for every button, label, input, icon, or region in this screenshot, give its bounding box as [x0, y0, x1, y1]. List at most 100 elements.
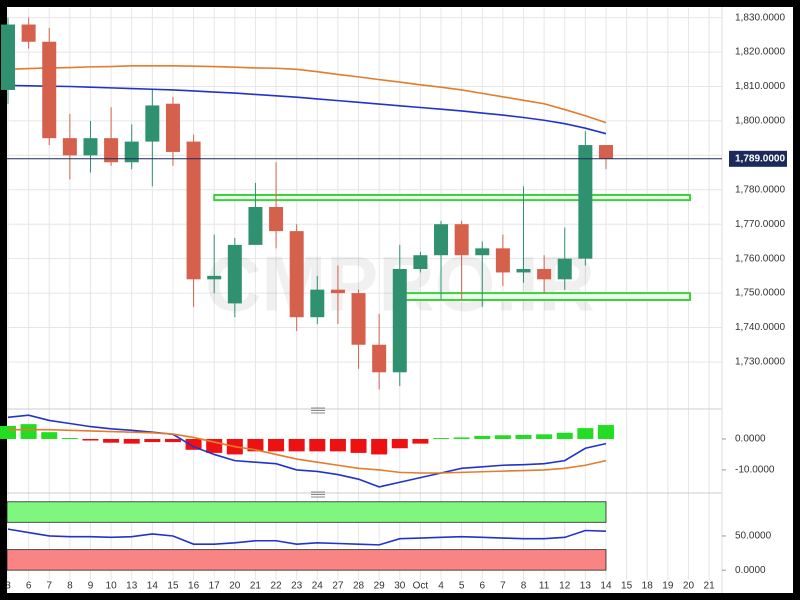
x-tick-label: 15 [167, 581, 179, 592]
x-tick-label: 6 [479, 581, 485, 592]
histogram-bar [371, 438, 388, 455]
candle-body [413, 255, 428, 269]
x-tick-label: 17 [209, 581, 221, 592]
candle-body [598, 145, 613, 159]
candle-body [392, 268, 407, 373]
indicator-line [7, 414, 607, 488]
y-tick-label: 1,830.0000 [735, 12, 785, 23]
candle-body [1, 24, 15, 90]
y-tick-label: -10.0000 [735, 465, 775, 476]
x-tick-label: 16 [188, 581, 200, 592]
x-tick-label: 15 [621, 581, 633, 592]
histogram-bar [41, 432, 58, 439]
rsi-band [6, 501, 607, 523]
indicator-line [8, 428, 607, 474]
x-tick-label: 30 [394, 581, 406, 592]
y-tick-label: 1,820.0000 [735, 47, 785, 58]
x-tick-label: 21 [704, 581, 716, 592]
y-tick-label: 1,740.0000 [735, 322, 785, 333]
histogram-bar [577, 428, 594, 439]
candle-body [578, 145, 593, 259]
candle-body [372, 344, 387, 373]
x-tick-label: 23 [291, 581, 303, 592]
y-tick-label: 1,750.0000 [735, 288, 785, 299]
x-tick-label: 7 [46, 581, 52, 592]
x-tick-label: Oct [413, 581, 429, 592]
histogram-bar [494, 435, 511, 439]
histogram-bar [391, 438, 408, 449]
candle-body [21, 24, 36, 42]
histogram-bar [474, 435, 491, 439]
histogram-bar [350, 438, 367, 453]
histogram-bar [536, 434, 553, 439]
candle-body [207, 275, 222, 280]
indicator-line [7, 84, 607, 135]
y-tick-label: 1,780.0000 [735, 184, 785, 195]
x-tick-label: 20 [229, 581, 241, 592]
candle-body [475, 248, 490, 256]
y-tick-label: 1,800.0000 [735, 116, 785, 127]
candle-body [124, 141, 139, 163]
indicator-line [7, 528, 607, 546]
x-tick-label: 22 [270, 581, 282, 592]
y-tick-label: 50.0000 [735, 531, 772, 542]
zone [213, 193, 691, 202]
zone [398, 292, 691, 301]
last-price-label: 1,789.0000 [735, 153, 785, 164]
histogram-bar [82, 438, 99, 441]
y-tick-label: 0.0000 [735, 434, 766, 445]
x-tick-label: 8 [67, 581, 73, 592]
x-tick-label: 13 [126, 581, 138, 592]
x-tick-label: 20 [683, 581, 695, 592]
x-tick-label: 5 [459, 581, 465, 592]
y-tick-label: 1,770.0000 [735, 219, 785, 230]
candle-body [269, 207, 284, 232]
y-tick-label: 1,810.0000 [735, 81, 785, 92]
candle-body [83, 138, 98, 156]
x-tick-label: 18 [642, 581, 654, 592]
x-tick-label: 24 [312, 581, 324, 592]
candle-body [537, 268, 552, 280]
histogram-bar [556, 432, 573, 439]
y-tick-label: 1,760.0000 [735, 253, 785, 264]
indicator-line [7, 65, 607, 124]
histogram-bar [597, 425, 614, 439]
x-tick-label: 6 [26, 581, 32, 592]
candle-body [62, 138, 77, 156]
candle-body [104, 138, 119, 163]
x-tick-label: 29 [374, 581, 386, 592]
x-tick-label: 14 [147, 581, 159, 592]
x-tick-label: 8 [521, 581, 527, 592]
x-tick-label: 19 [662, 581, 674, 592]
candle-body [454, 224, 469, 256]
candle-body [434, 224, 449, 256]
background-layer [7, 8, 722, 580]
histogram-bar [412, 438, 429, 444]
x-tick-label: 11 [539, 581, 550, 592]
histogram-bar [103, 438, 120, 443]
histogram-bar [329, 438, 346, 452]
last-price-box [729, 150, 787, 167]
candle-body [289, 231, 304, 318]
y-tick-label: 1,730.0000 [735, 357, 785, 368]
x-tick-label: 7 [500, 581, 506, 592]
panel-grip [311, 491, 325, 498]
x-tick-label: 4 [438, 581, 444, 592]
x-tick-label: 10 [106, 581, 118, 592]
histogram-bar [20, 424, 37, 439]
x-tick-label: 14 [600, 581, 612, 592]
x-tick-label: 12 [559, 581, 571, 592]
candle-body [557, 258, 572, 280]
histogram-bar [309, 438, 326, 452]
histogram-bar [453, 437, 470, 439]
rsi-band [6, 549, 607, 571]
histogram-bar [433, 438, 450, 440]
histogram-bar [185, 438, 202, 450]
candle-body [248, 207, 263, 245]
x-tick-label: 21 [250, 581, 262, 592]
histogram-bar [144, 438, 161, 443]
histogram-bar [0, 425, 16, 439]
histogram-bar [123, 438, 140, 444]
y-tick-label: 0.0000 [735, 565, 766, 576]
